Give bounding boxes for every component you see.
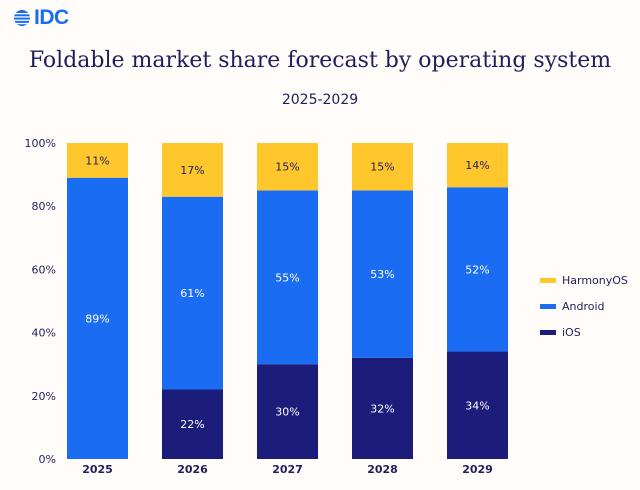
data-label: 89% [85, 312, 109, 325]
x-tick-label: 2028 [367, 463, 398, 476]
y-tick-label: 0% [39, 453, 56, 466]
y-tick-label: 60% [32, 263, 56, 276]
bar-android-2028 [352, 190, 413, 358]
data-label: 30% [275, 406, 299, 419]
data-label: 61% [180, 287, 204, 300]
bar-ios-2026 [162, 389, 223, 459]
y-tick-label: 80% [32, 200, 56, 213]
x-tick-label: 2025 [82, 463, 113, 476]
bar-harmonyos-2027 [257, 143, 318, 191]
y-tick-label: 40% [32, 327, 56, 340]
data-label: 32% [370, 402, 394, 415]
bar-ios-2028 [352, 357, 413, 459]
bar-harmonyos-2029 [447, 143, 508, 188]
logo-text: IDC [34, 6, 69, 29]
bar-android-2026 [162, 196, 223, 390]
x-tick-label: 2029 [462, 463, 493, 476]
data-label: 17% [180, 164, 204, 177]
globe-icon [12, 10, 32, 26]
bar-harmonyos-2028 [352, 143, 413, 191]
data-label: 15% [370, 161, 394, 174]
bar-android-2027 [257, 190, 318, 365]
legend-item-android: Android [540, 299, 628, 313]
legend-label: HarmonyOS [562, 273, 628, 287]
data-label: 52% [465, 263, 489, 276]
bar-android-2029 [447, 187, 508, 352]
legend-swatch [540, 277, 556, 283]
bar-ios-2027 [257, 364, 318, 459]
legend-swatch [540, 329, 556, 335]
legend-item-ios: iOS [540, 325, 628, 339]
x-tick-label: 2027 [272, 463, 303, 476]
chart-subtitle: 2025-2029 [281, 92, 359, 108]
data-label: 15% [275, 161, 299, 174]
legend-item-harmonyos: HarmonyOS [540, 273, 628, 287]
bar-harmonyos-2026 [162, 143, 223, 197]
bar-ios-2029 [447, 351, 508, 459]
y-tick-label: 100% [25, 137, 56, 150]
chart-title: Foldable market share forecast by operat… [28, 48, 612, 73]
data-label: 55% [275, 271, 299, 284]
legend: HarmonyOS Android iOS [540, 273, 628, 351]
bar-harmonyos-2025 [67, 143, 128, 178]
idc-logo: IDC [12, 6, 69, 30]
legend-label: iOS [562, 325, 581, 339]
data-label: 22% [180, 418, 204, 431]
data-label: 11% [85, 154, 109, 167]
data-label: 53% [370, 268, 394, 281]
data-label: 14% [465, 159, 489, 172]
y-tick-label: 20% [32, 390, 56, 403]
data-label: 34% [465, 399, 489, 412]
legend-label: Android [562, 299, 605, 313]
x-tick-label: 2026 [177, 463, 208, 476]
legend-swatch [540, 303, 556, 309]
bar-android-2025 [67, 177, 128, 459]
